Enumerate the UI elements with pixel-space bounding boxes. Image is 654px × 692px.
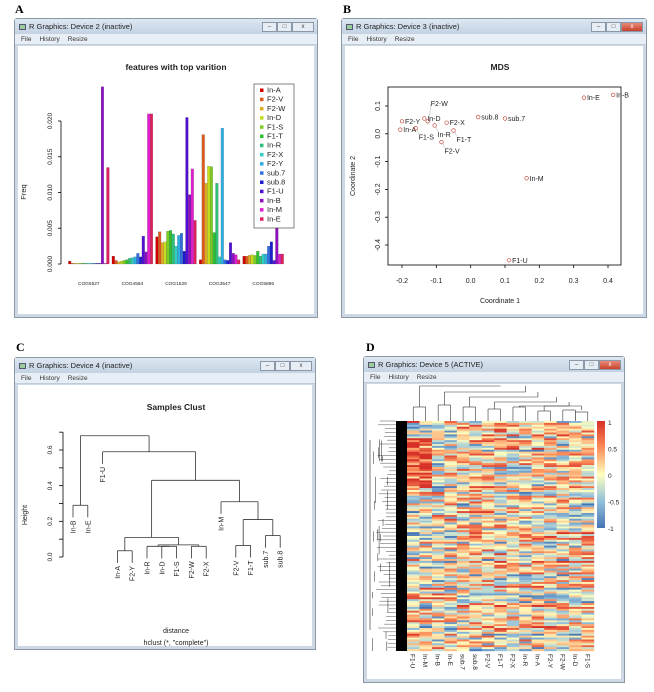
window-title: R Graphics: Device 4 (inactive) (29, 361, 133, 370)
plot-area (18, 385, 312, 646)
maximize-button[interactable]: □ (584, 359, 599, 370)
r-app-icon (368, 361, 375, 368)
close-button[interactable]: x (292, 21, 314, 32)
menu-bar: File History Resize (15, 373, 315, 384)
r-graphics-window-device-2: R Graphics: Device 2 (inactive) – □ x File… (14, 18, 318, 318)
menu-resize[interactable]: Resize (67, 35, 88, 43)
maximize-button[interactable]: □ (277, 21, 292, 32)
menu-file[interactable]: File (21, 35, 32, 43)
menu-history[interactable]: History (39, 35, 60, 43)
menu-history[interactable]: History (39, 374, 60, 382)
minimize-button[interactable]: – (260, 360, 275, 371)
window-titlebar[interactable]: R Graphics: Device 2 (inactive) – □ x (15, 19, 317, 34)
panel-label-c: C (16, 340, 25, 354)
menu-bar: File History Resize (342, 34, 646, 45)
plot-area (367, 384, 621, 679)
r-graphics-window-device-3: R Graphics: Device 3 (inactive) – □ x File… (341, 18, 647, 318)
r-app-icon (19, 362, 26, 369)
minimize-button[interactable]: – (591, 21, 606, 32)
menu-resize[interactable]: Resize (67, 374, 88, 382)
menu-file[interactable]: File (21, 374, 32, 382)
window-titlebar[interactable]: R Graphics: Device 4 (inactive) – □ x (15, 358, 315, 373)
window-titlebar[interactable]: R Graphics: Device 5 (ACTIVE) – □ x (364, 357, 624, 372)
window-title: R Graphics: Device 5 (ACTIVE) (378, 360, 484, 369)
plot-area (345, 46, 643, 314)
menu-resize[interactable]: Resize (416, 373, 437, 381)
close-button[interactable]: x (290, 360, 312, 371)
r-graphics-window-device-5: R Graphics: Device 5 (ACTIVE) – □ x File Hi… (363, 356, 625, 683)
window-titlebar[interactable]: R Graphics: Device 3 (inactive) – □ x (342, 19, 646, 34)
panel-label-a: A (15, 2, 24, 16)
close-button[interactable]: x (621, 21, 643, 32)
r-graphics-window-device-4: R Graphics: Device 4 (inactive) – □ x File… (14, 357, 316, 650)
panel-label-d: D (366, 340, 375, 354)
maximize-button[interactable]: □ (275, 360, 290, 371)
close-button[interactable]: x (599, 359, 621, 370)
menu-bar: File History Resize (15, 34, 317, 45)
window-title: R Graphics: Device 3 (inactive) (356, 22, 460, 31)
r-app-icon (19, 23, 26, 30)
menu-resize[interactable]: Resize (394, 35, 415, 43)
minimize-button[interactable]: – (262, 21, 277, 32)
menu-history[interactable]: History (388, 373, 409, 381)
plot-area (18, 46, 314, 314)
r-app-icon (346, 23, 353, 30)
menu-file[interactable]: File (348, 35, 359, 43)
menu-history[interactable]: History (366, 35, 387, 43)
window-title: R Graphics: Device 2 (inactive) (29, 22, 133, 31)
panel-label-b: B (343, 2, 352, 16)
menu-bar: File History Resize (364, 372, 624, 383)
menu-file[interactable]: File (370, 373, 381, 381)
minimize-button[interactable]: – (569, 359, 584, 370)
maximize-button[interactable]: □ (606, 21, 621, 32)
